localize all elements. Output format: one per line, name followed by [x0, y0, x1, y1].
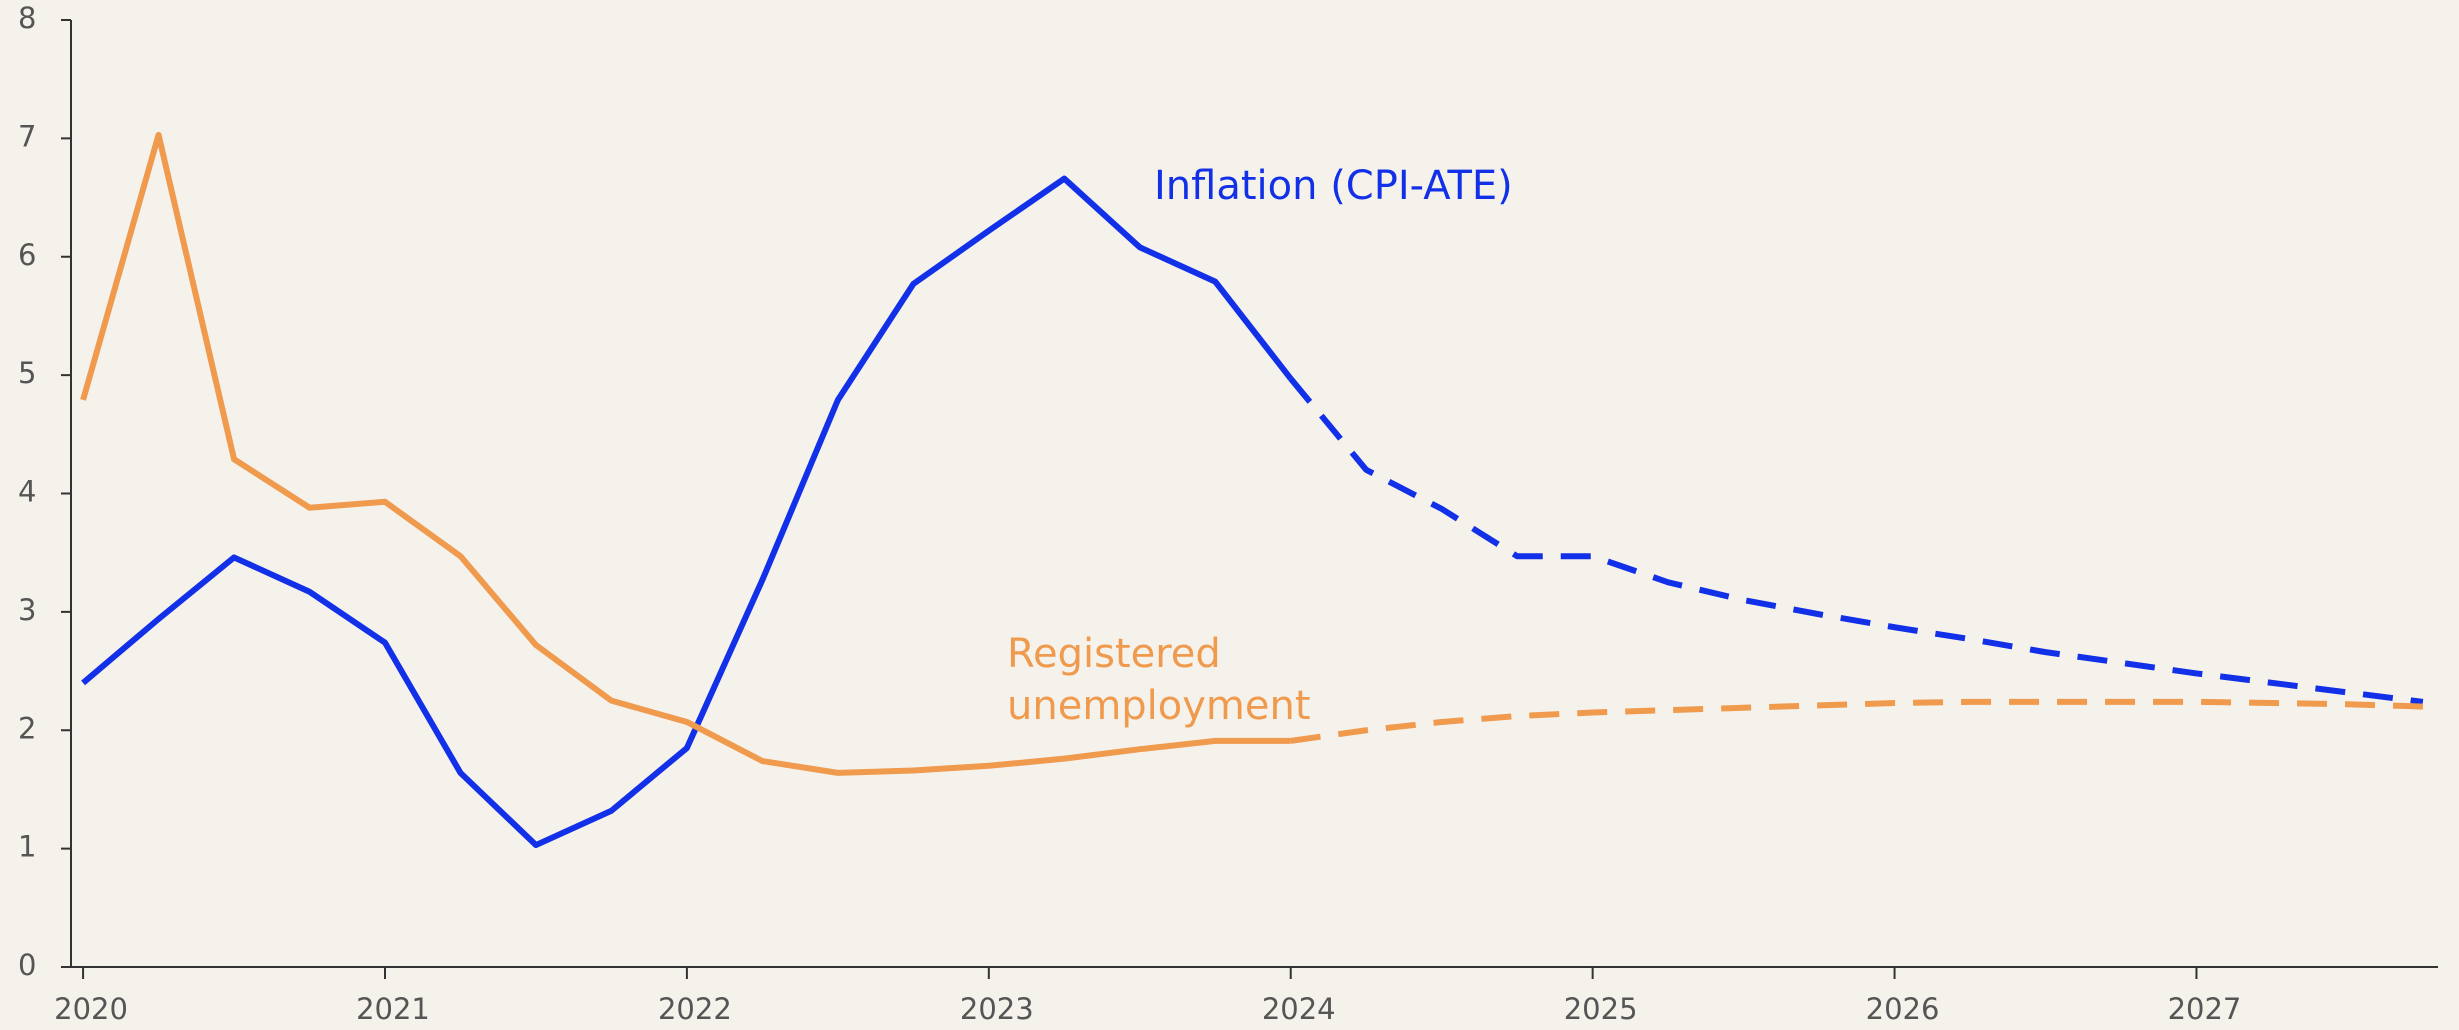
forecast-line [1288, 376, 2424, 705]
forecast-line [1290, 698, 2423, 744]
x-tick-label: 2020 [54, 992, 128, 1026]
y-tick-label: 3 [18, 593, 36, 627]
x-tick-label: 2027 [2168, 992, 2242, 1026]
x-tick-label: 2026 [1866, 992, 1940, 1026]
y-tick-label: 7 [18, 119, 36, 153]
y-tick-label: 8 [18, 1, 36, 35]
x-tick-label: 2025 [1564, 992, 1638, 1026]
series-label: Inflation (CPI-ATE) [1154, 163, 1513, 209]
y-tick-label: 2 [18, 711, 36, 745]
y-tick-label: 4 [18, 475, 36, 509]
x-tick-label: 2021 [356, 992, 430, 1026]
y-tick-label: 1 [18, 830, 36, 864]
x-tick-label: 2024 [1262, 992, 1336, 1026]
series-line [81, 175, 1294, 849]
series-label: Registered unemployment [1007, 631, 1311, 729]
y-tick-label: 5 [18, 356, 36, 390]
y-tick-label: 6 [18, 238, 36, 272]
x-tick-label: 2022 [658, 992, 732, 1026]
y-tick-label: 0 [18, 948, 36, 982]
series-line [80, 131, 1291, 776]
x-tick-label: 2023 [960, 992, 1034, 1026]
